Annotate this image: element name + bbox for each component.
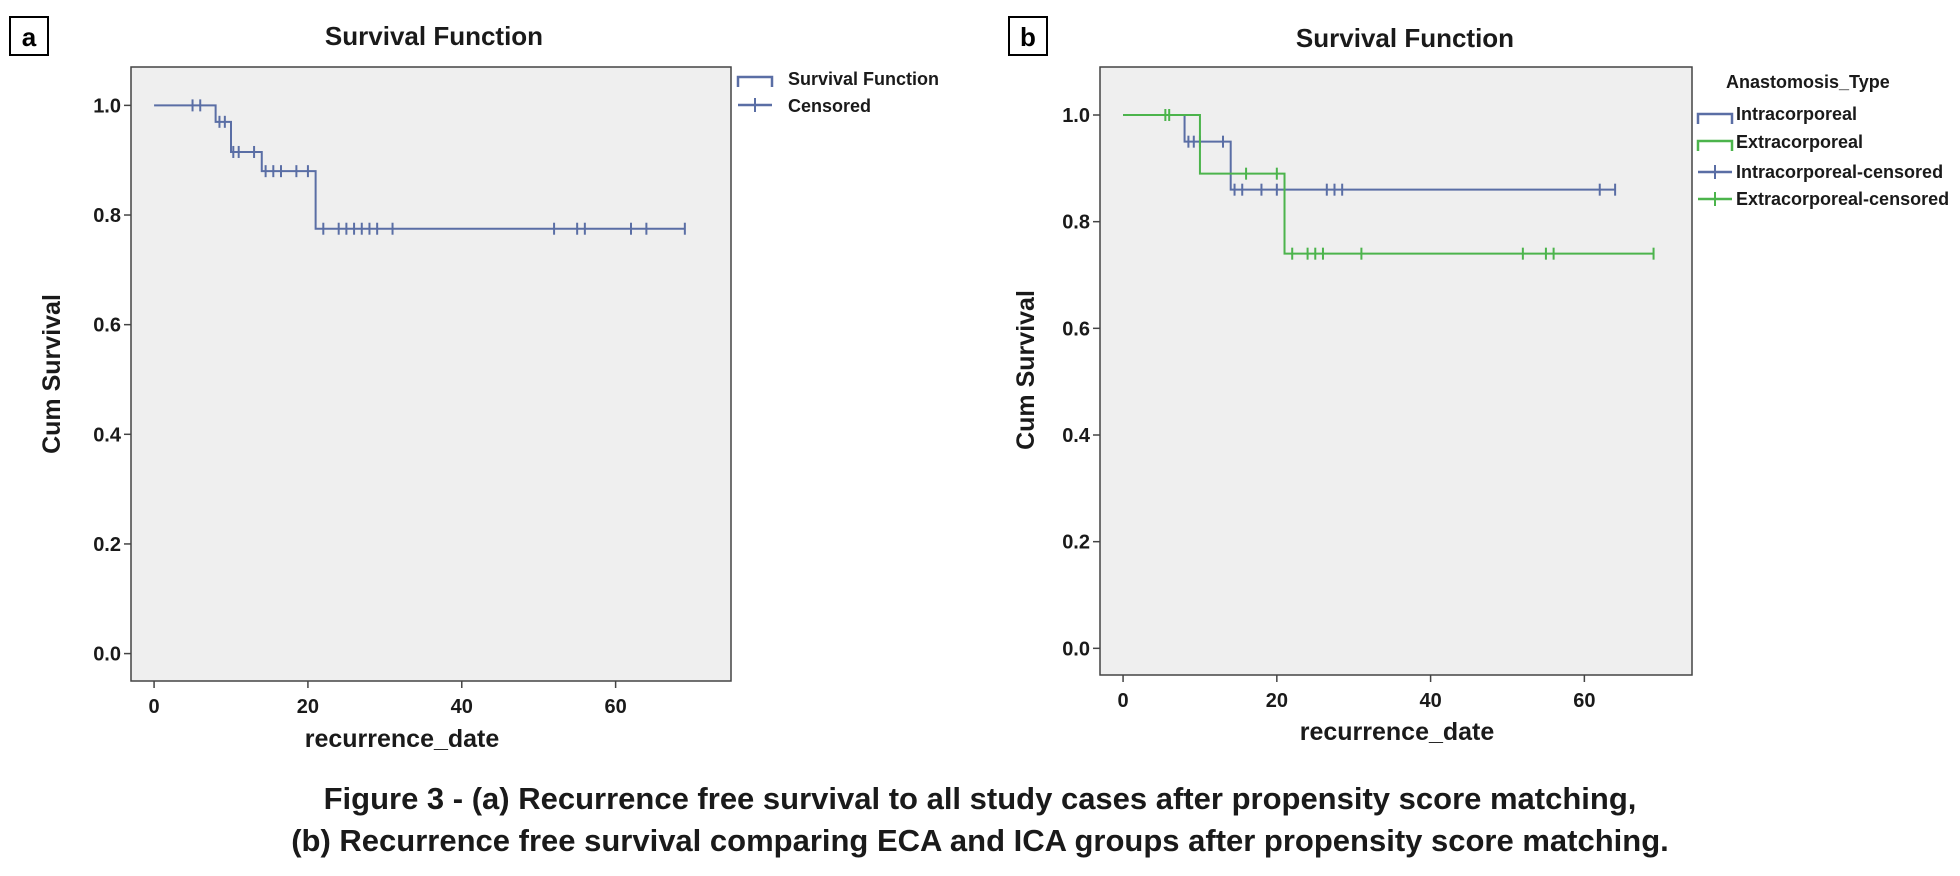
x-tick-label: 40 — [1419, 690, 1441, 712]
survival-curve-survival-function — [154, 104, 685, 230]
panel-b-curves — [1123, 109, 1655, 260]
y-tick-label: 0.6 — [1062, 318, 1090, 340]
y-tick-label: 0.2 — [1062, 532, 1090, 554]
panel-a-letter: a — [22, 22, 37, 52]
x-tick-label: 40 — [451, 696, 473, 718]
x-tick-label: 20 — [1266, 690, 1288, 712]
legend-item-censored: Censored — [788, 96, 871, 116]
panel-a-title: Survival Function — [325, 21, 543, 51]
panel-b-letter: b — [1020, 22, 1036, 52]
figure-caption-line-2: (b) Recurrence free survival comparing E… — [291, 823, 1669, 858]
panel-a-legend: Survival Function Censored — [736, 69, 939, 116]
legend-item-extracorporeal-censored: Extracorporeal-censored — [1736, 189, 1949, 209]
panel-b-y-axis-label: Cum Survival — [1012, 290, 1040, 450]
legend-step-swatch — [736, 75, 774, 87]
panel-a-plot-area — [130, 66, 732, 682]
panel-b-legend: Anastomosis_Type Intracorporeal Extracor… — [1696, 72, 1949, 209]
panel-a-ticks: 0 20 40 60 0.0 0.2 0.4 0.6 0.8 1.0 — [93, 95, 627, 718]
panel-b-ticks: 0 20 40 60 0.0 0.2 0.4 0.6 0.8 1.0 — [1062, 105, 1595, 712]
legend-intracorporeal-swatch — [1696, 112, 1734, 124]
panel-b: b Survival Function recurrence_date Cum … — [1008, 16, 1949, 746]
legend-title: Anastomosis_Type — [1726, 72, 1890, 92]
panel-b-plot-area — [1099, 66, 1693, 676]
y-tick-label: 0.0 — [1062, 638, 1090, 660]
y-tick-label: 0.6 — [93, 315, 121, 337]
panel-a-x-axis-label: recurrence_date — [305, 725, 500, 753]
figure-caption-line-1: Figure 3 - (a) Recurrence free survival … — [323, 781, 1637, 816]
y-tick-label: 0.4 — [93, 424, 122, 446]
x-tick-label: 60 — [1573, 690, 1595, 712]
panel-a: a Survival Function recurrence_date Cum … — [9, 16, 939, 753]
y-tick-label: 0.8 — [93, 205, 121, 227]
x-tick-label: 0 — [1118, 690, 1129, 712]
legend-item-intracorporeal-censored: Intracorporeal-censored — [1736, 162, 1943, 182]
legend-extracorporeal-swatch — [1696, 139, 1734, 151]
legend-item-survival-function: Survival Function — [788, 69, 939, 89]
panel-a-letter-box — [9, 16, 49, 56]
y-tick-label: 0.2 — [93, 534, 121, 556]
legend-item-extracorporeal: Extracorporeal — [1736, 132, 1863, 152]
x-tick-label: 60 — [604, 696, 626, 718]
y-tick-label: 0.4 — [1062, 425, 1091, 447]
panel-b-x-axis-label: recurrence_date — [1300, 718, 1495, 746]
x-tick-label: 20 — [297, 696, 319, 718]
y-tick-label: 0.8 — [1062, 212, 1090, 234]
y-tick-label: 0.0 — [93, 644, 121, 666]
y-tick-label: 1.0 — [1062, 105, 1090, 127]
panel-b-letter-box — [1008, 16, 1048, 56]
legend-item-intracorporeal: Intracorporeal — [1736, 104, 1857, 124]
panel-b-title: Survival Function — [1296, 23, 1514, 53]
panel-a-y-axis-label: Cum Survival — [38, 294, 66, 454]
survival-curve-extracorporeal — [1123, 114, 1654, 255]
x-tick-label: 0 — [149, 696, 160, 718]
panel-a-curves — [154, 99, 686, 235]
y-tick-label: 1.0 — [93, 95, 121, 117]
